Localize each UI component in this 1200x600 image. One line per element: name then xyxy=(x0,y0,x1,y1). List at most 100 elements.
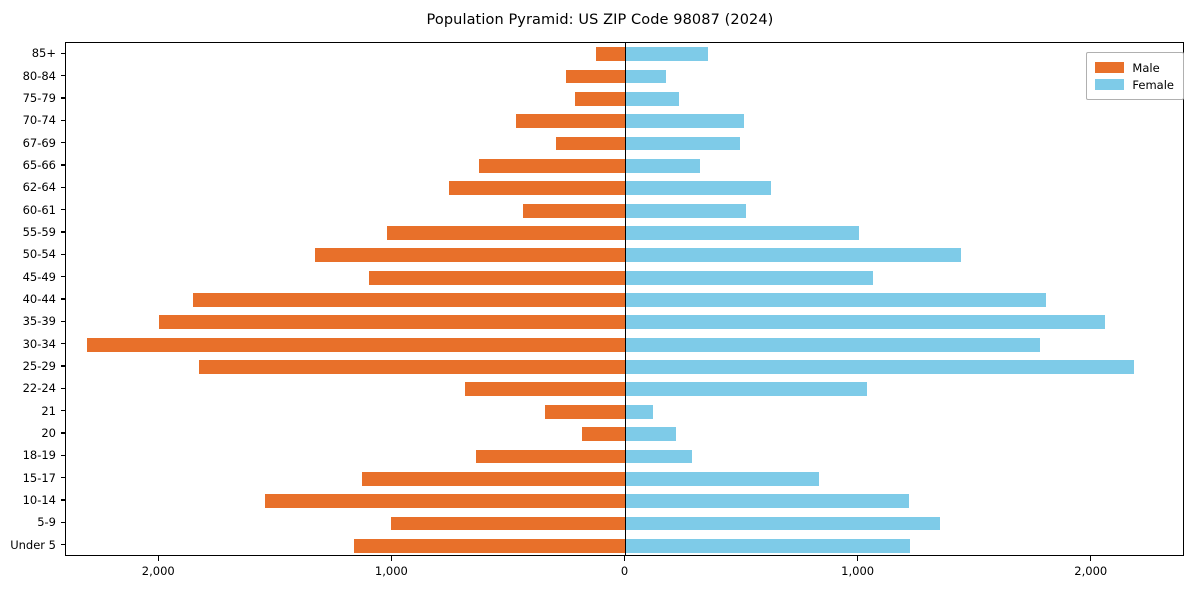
x-tick-label: 2,000 xyxy=(1074,564,1108,578)
legend-label: Female xyxy=(1132,77,1174,92)
bar-row xyxy=(66,270,1183,285)
bar-row xyxy=(66,181,1183,196)
bar-male xyxy=(159,315,626,330)
chart-legend: Male Female xyxy=(1086,52,1184,100)
bar-male xyxy=(362,471,626,486)
y-tick-mark xyxy=(60,365,65,367)
x-axis: 2,000 1,000 0 1,000 2,000 xyxy=(65,556,1184,596)
y-tick-mark xyxy=(60,52,65,54)
bar-male xyxy=(386,226,626,240)
plot-area xyxy=(65,42,1184,556)
y-tick-label: Under 5 xyxy=(10,537,56,552)
bar-male xyxy=(353,538,626,553)
y-tick-label: 21 xyxy=(41,403,56,418)
y-tick-mark xyxy=(60,74,65,77)
legend-entry-female: Female xyxy=(1095,76,1174,93)
bar-male xyxy=(193,293,626,307)
bar-female xyxy=(625,538,910,553)
bar-female xyxy=(625,494,909,509)
bar-row xyxy=(66,337,1183,352)
y-tick-mark xyxy=(60,521,65,524)
bar-female xyxy=(625,248,962,263)
bars-layer xyxy=(66,43,1183,555)
y-tick-label: 50-54 xyxy=(22,247,56,262)
bar-female xyxy=(625,203,746,218)
bar-female xyxy=(625,382,867,397)
bar-female xyxy=(625,360,1134,374)
bar-female xyxy=(625,181,771,196)
legend-entry-male: Male xyxy=(1095,59,1174,76)
bar-male xyxy=(265,494,626,509)
x-tick-label: 2,000 xyxy=(141,564,175,578)
y-tick-label: 55-59 xyxy=(22,224,56,239)
bar-row xyxy=(66,69,1183,84)
bar-row xyxy=(66,47,1183,62)
bar-female xyxy=(625,91,680,106)
y-tick-label: 15-17 xyxy=(22,470,56,485)
x-tick-label: 1,000 xyxy=(374,564,408,578)
bar-female xyxy=(625,69,667,84)
bar-male xyxy=(575,91,626,106)
y-tick-label: 5-9 xyxy=(37,515,56,530)
y-tick-label: 62-64 xyxy=(22,180,56,195)
y-tick-label: 18-19 xyxy=(22,448,56,463)
x-tick-mark xyxy=(157,556,159,561)
bar-female xyxy=(625,315,1105,330)
bar-row xyxy=(66,494,1183,509)
bar-male xyxy=(515,114,626,129)
legend-label: Male xyxy=(1132,60,1160,75)
bar-row xyxy=(66,516,1183,531)
y-tick-label: 45-49 xyxy=(22,269,56,284)
x-tick-mark xyxy=(623,556,626,561)
bar-female xyxy=(625,516,941,531)
bar-female xyxy=(625,449,692,464)
bar-male xyxy=(198,360,626,374)
x-tick-mark xyxy=(1090,556,1092,561)
y-tick-label: 65-66 xyxy=(22,157,56,172)
y-tick-mark xyxy=(60,477,65,479)
y-tick-mark xyxy=(60,164,65,166)
chart-title: Population Pyramid: US ZIP Code 98087 (2… xyxy=(426,12,774,28)
x-tick-mark xyxy=(390,556,393,561)
bar-male xyxy=(464,382,626,397)
bar-row xyxy=(66,360,1183,374)
y-tick-mark xyxy=(60,343,65,345)
bar-male xyxy=(566,69,626,84)
y-tick-mark xyxy=(60,119,65,121)
y-tick-mark xyxy=(60,320,65,322)
y-tick-label: 85+ xyxy=(31,46,56,61)
bar-male xyxy=(596,47,626,62)
bar-row xyxy=(66,538,1183,553)
y-tick-mark xyxy=(60,387,65,390)
y-tick-mark xyxy=(60,432,65,434)
y-tick-mark xyxy=(60,141,65,144)
y-tick-mark xyxy=(60,231,65,233)
bar-male xyxy=(476,449,626,464)
y-tick-mark xyxy=(60,208,65,211)
bar-female xyxy=(625,427,676,441)
bar-row xyxy=(66,136,1183,151)
bar-female xyxy=(625,270,873,285)
x-tick-label: 1,000 xyxy=(841,564,875,578)
bar-row xyxy=(66,226,1183,240)
y-tick-mark xyxy=(60,410,65,412)
bar-row xyxy=(66,114,1183,129)
bar-row xyxy=(66,248,1183,263)
x-tick-label: 0 xyxy=(620,564,629,578)
y-tick-mark xyxy=(60,454,65,457)
y-axis: 85+ 80-84 75-79 70-74 67-69 65-66 62-64 60-61 55… xyxy=(0,42,65,556)
x-tick-mark xyxy=(856,556,859,561)
y-tick-label: 20 xyxy=(41,426,56,441)
bar-row xyxy=(66,471,1183,486)
bar-male xyxy=(478,158,626,173)
bar-female xyxy=(625,47,709,62)
y-tick-mark xyxy=(60,544,65,546)
y-tick-mark xyxy=(60,186,65,188)
zero-axis-line xyxy=(624,43,627,555)
y-tick-label: 70-74 xyxy=(22,113,56,128)
y-tick-label: 10-14 xyxy=(22,493,56,508)
bar-female xyxy=(625,136,740,151)
bar-row xyxy=(66,203,1183,218)
bar-male xyxy=(582,427,626,441)
